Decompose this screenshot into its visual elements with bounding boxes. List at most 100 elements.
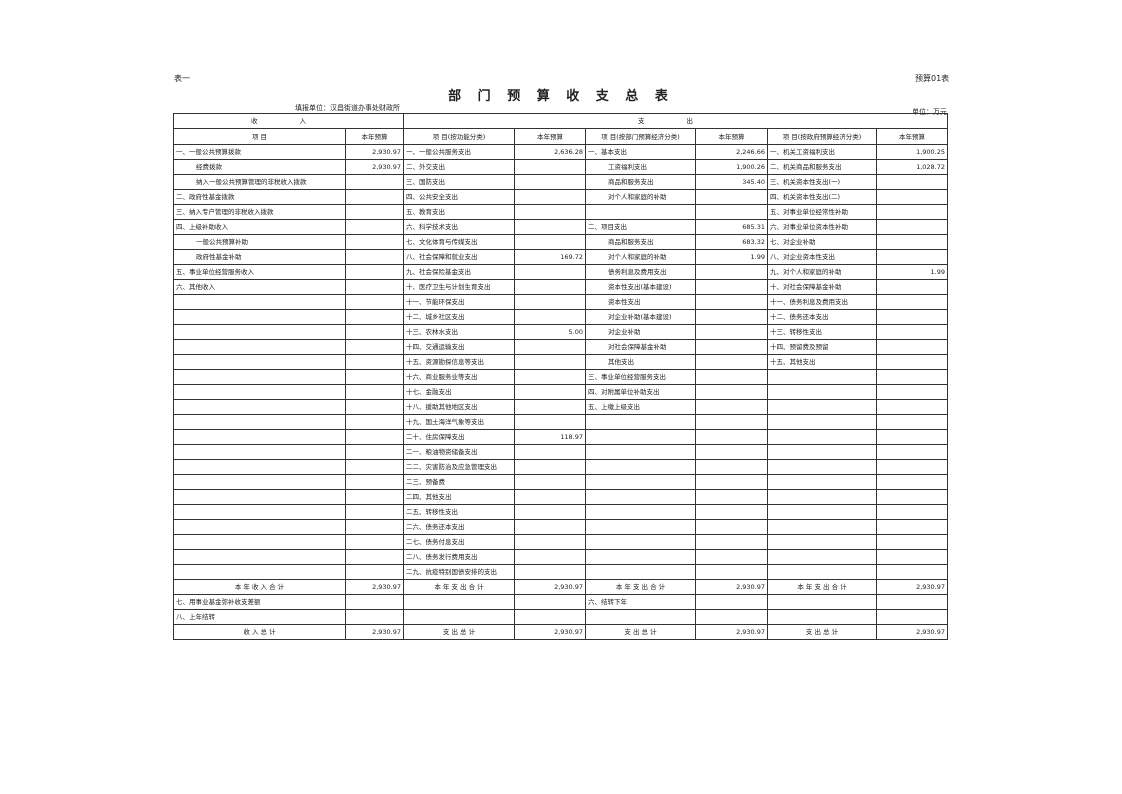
amount-cell: [876, 414, 949, 430]
item-cell: [767, 519, 878, 535]
item-cell: 二十、住房保障支出: [403, 429, 516, 445]
item-cell: 八、社会保障和就业支出: [403, 249, 516, 265]
item-cell: [767, 534, 878, 550]
item-cell: 二六、债务还本支出: [403, 519, 516, 535]
amount-cell: 118.97: [514, 429, 587, 445]
amount-cell: [695, 309, 769, 325]
amount-cell: [344, 294, 405, 310]
item-cell: 经费拨款: [173, 159, 346, 175]
amount-cell: [695, 534, 769, 550]
amount-cell: [695, 324, 769, 340]
item-cell: 支 出 总 计: [585, 624, 697, 640]
item-cell: [585, 504, 697, 520]
item-cell: 四、机关资本性支出(二): [767, 189, 878, 205]
item-cell: 四、公共安全支出: [403, 189, 516, 205]
amount-cell: [876, 369, 949, 385]
item-cell: 十九、国土海洋气象等支出: [403, 414, 516, 430]
item-cell: 本 年 支 出 合 计: [403, 579, 516, 595]
table-row: 一般公共预算补助 七、文化体育与传媒支出 商品和服务支出 683.32 七、对企业补助: [173, 234, 949, 250]
item-cell: 七、对企业补助: [767, 234, 878, 250]
amount-cell: [344, 519, 405, 535]
amount-cell: [514, 609, 587, 625]
table-row: 一、一般公共预算拨款 2,930.97 一、一般公共服务支出 2,636.28 一、基本…: [173, 144, 949, 160]
amount-cell: [514, 279, 587, 295]
amount-cell: [876, 174, 949, 190]
item-cell: 政府性基金补助: [173, 249, 346, 265]
item-cell: 其他支出: [585, 354, 697, 370]
amount-cell: [876, 204, 949, 220]
column-header: 本年预算: [514, 128, 587, 145]
amount-cell: [876, 294, 949, 310]
amount-cell: [514, 369, 587, 385]
amount-cell: [876, 189, 949, 205]
amount-cell: [876, 519, 949, 535]
amount-cell: [876, 429, 949, 445]
amount-cell: [514, 459, 587, 475]
amount-cell: [344, 369, 405, 385]
item-cell: [403, 609, 516, 625]
item-cell: 十二、城乡社区支出: [403, 309, 516, 325]
item-cell: 对个人和家庭的补助: [585, 249, 697, 265]
item-cell: 九、社会保险基金支出: [403, 264, 516, 280]
item-cell: 十五、资源勘探信息等支出: [403, 354, 516, 370]
table-row: 二七、债务付息支出: [173, 534, 949, 550]
item-cell: 一、一般公共预算拨款: [173, 144, 346, 160]
amount-cell: [344, 234, 405, 250]
amount-cell: [514, 354, 587, 370]
amount-cell: 2,930.97: [514, 579, 587, 595]
amount-cell: [344, 504, 405, 520]
amount-cell: [876, 219, 949, 235]
table-row: 十七、金融支出 四、对附属单位补助支出: [173, 384, 949, 400]
table-row: 十六、商业服务业等支出 三、事业单位经营服务支出: [173, 369, 949, 385]
amount-cell: [344, 354, 405, 370]
amount-cell: [695, 294, 769, 310]
item-cell: 六、结转下年: [585, 594, 697, 610]
amount-cell: [876, 384, 949, 400]
item-cell: 资本性支出(基本建设): [585, 279, 697, 295]
table-code: 预算01表: [915, 74, 950, 83]
amount-cell: 1,900.25: [876, 144, 949, 160]
item-cell: 二九、抗疫特别国债安排的支出: [403, 564, 516, 580]
amount-cell: [695, 279, 769, 295]
amount-cell: [514, 474, 587, 490]
amount-cell: [514, 204, 587, 220]
item-cell: [173, 549, 346, 565]
item-cell: [767, 444, 878, 460]
column-header: 本年预算: [695, 128, 769, 145]
item-cell: [585, 489, 697, 505]
table-row: 收 入 总 计 2,930.97 支 出 总 计 2,930.97 支 出 总 计 2,9…: [173, 624, 949, 640]
item-cell: [767, 459, 878, 475]
table-row: 二三、预备费: [173, 474, 949, 490]
table-row: 二二、灾害防治及应急管理支出: [173, 459, 949, 475]
amount-cell: [344, 219, 405, 235]
group-header: 支 出: [403, 113, 949, 129]
table-row: 十四、交通运输支出 对社会保障基金补助 十四、预留费及预留: [173, 339, 949, 355]
item-cell: 二八、债务发行费用支出: [403, 549, 516, 565]
item-cell: [173, 309, 346, 325]
item-cell: 支 出 总 计: [403, 624, 516, 640]
amount-cell: [344, 339, 405, 355]
amount-cell: [876, 234, 949, 250]
amount-cell: [695, 549, 769, 565]
item-cell: 三、国防支出: [403, 174, 516, 190]
item-cell: 十一、债务利息及费用支出: [767, 294, 878, 310]
table-row: 三、纳入专户管理的非税收入拨款 五、教育支出 五、对事业单位经常性补助: [173, 204, 949, 220]
item-cell: 二七、债务付息支出: [403, 534, 516, 550]
item-cell: 收 入 总 计: [173, 624, 346, 640]
table-row: 十五、资源勘探信息等支出 其他支出 十五、其他支出: [173, 354, 949, 370]
item-cell: 对社会保障基金补助: [585, 339, 697, 355]
item-cell: [173, 489, 346, 505]
item-cell: 二、机关商品和服务支出: [767, 159, 878, 175]
amount-cell: [344, 384, 405, 400]
amount-cell: 2,930.97: [344, 624, 405, 640]
amount-cell: [695, 609, 769, 625]
item-cell: [173, 339, 346, 355]
table-row: 八、上年结转: [173, 609, 949, 625]
amount-cell: [695, 204, 769, 220]
table-row: 二十、住房保障支出 118.97: [173, 429, 949, 445]
item-cell: [585, 534, 697, 550]
amount-cell: 1,028.72: [876, 159, 949, 175]
amount-cell: [344, 249, 405, 265]
amount-cell: [876, 279, 949, 295]
item-cell: 四、上级补助收入: [173, 219, 346, 235]
